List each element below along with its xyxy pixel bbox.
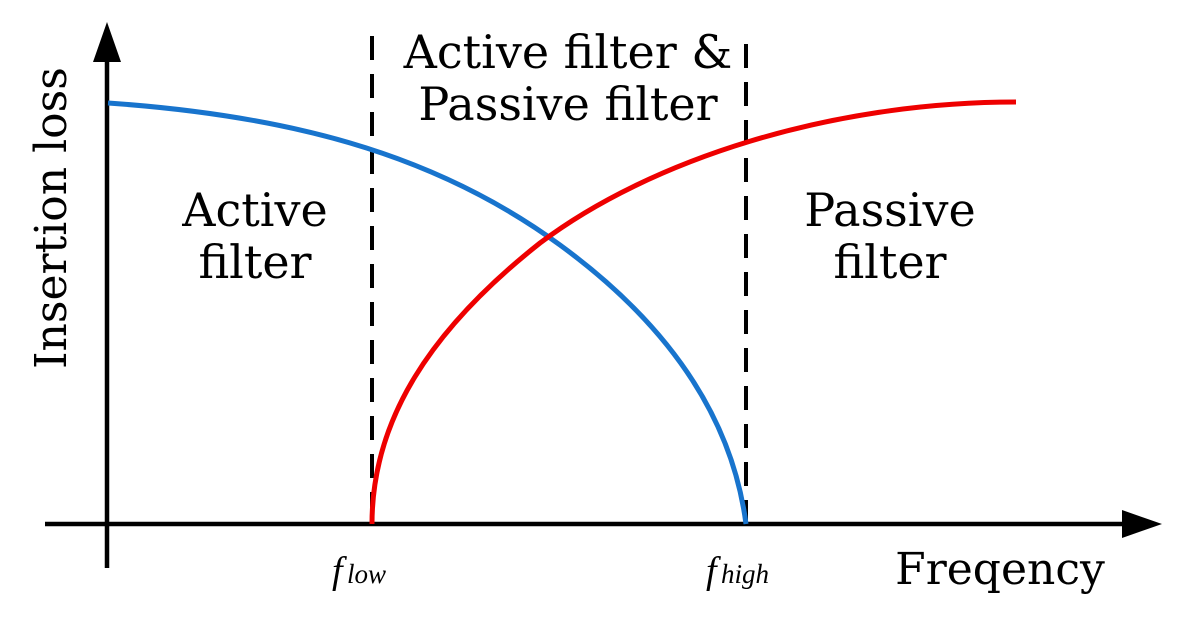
left-region-line2: filter: [198, 235, 311, 289]
y-axis-label: Insertion loss: [26, 67, 77, 369]
x-axis-label: Freqency: [895, 544, 1105, 595]
middle-region-line2: Passive filter: [418, 77, 717, 131]
f-low-symbol: f: [332, 550, 347, 592]
middle-region-line1: Active filter &: [403, 25, 733, 79]
x-axis-arrow: [1122, 510, 1162, 538]
f-low-subscript: low: [347, 559, 386, 589]
active-filter-curve: [107, 100, 749, 525]
y-axis-arrow: [93, 22, 121, 62]
f-low-marker: f low: [332, 550, 386, 592]
left-region-line1: Active: [181, 183, 327, 237]
f-high-marker: f high: [706, 550, 769, 592]
f-high-subscript: high: [721, 559, 769, 589]
f-high-symbol: f: [706, 550, 721, 592]
right-region-line1: Passive: [804, 183, 975, 237]
right-region-line2: filter: [833, 235, 946, 289]
passive-filter-curve: [369, 99, 1017, 525]
